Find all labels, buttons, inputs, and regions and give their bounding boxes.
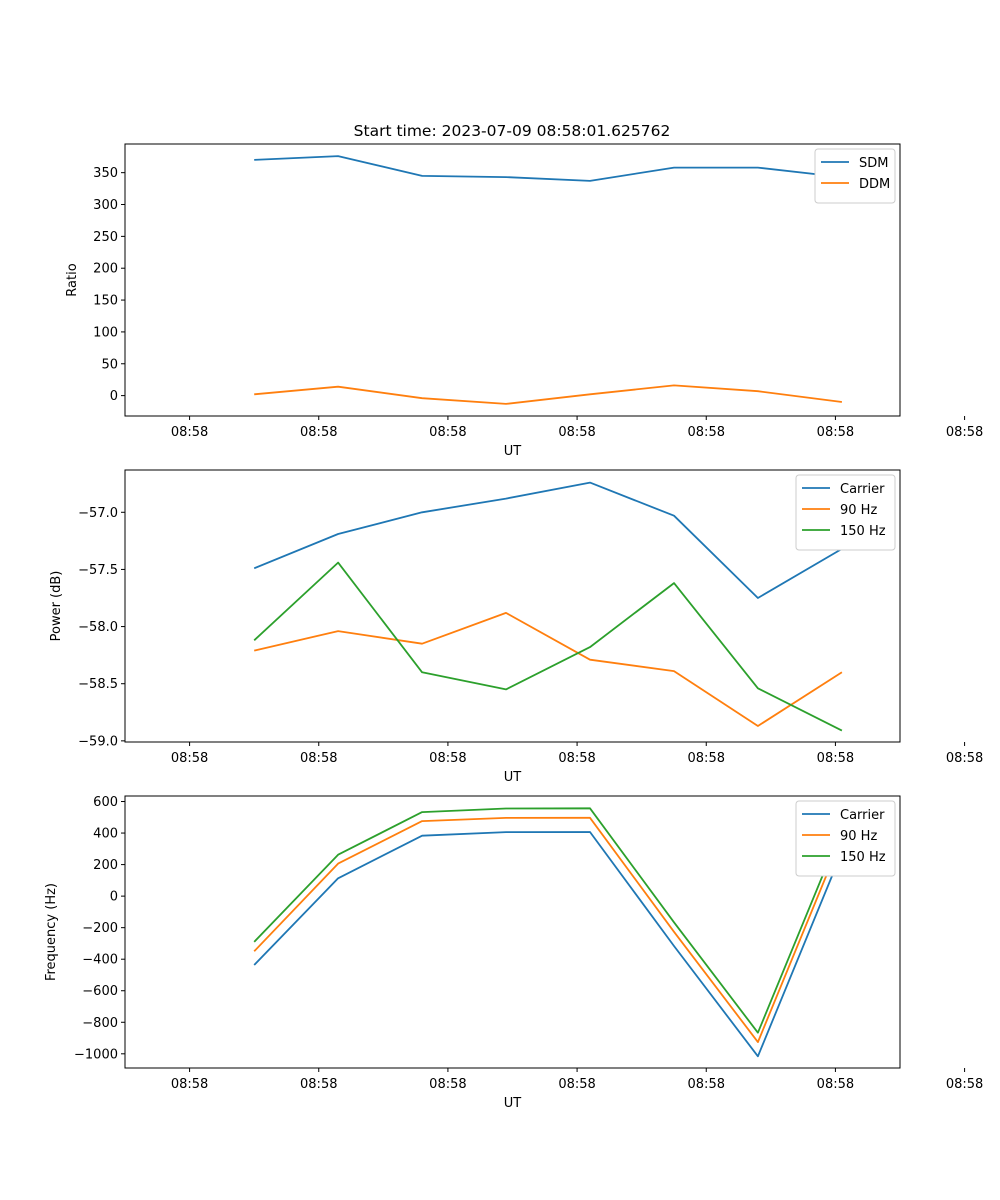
power-x-tick-label: 08:58 xyxy=(558,751,595,766)
ratio-y-tick-label: 300 xyxy=(93,198,118,213)
power-y-tick-label: −57.0 xyxy=(78,506,118,521)
power-y-tick-label: −59.0 xyxy=(78,734,118,749)
power-legend-label: 90 Hz xyxy=(840,503,877,518)
frequency-y-tick-label: 0 xyxy=(110,890,118,905)
power-x-tick-label: 08:58 xyxy=(688,751,725,766)
frequency-x-tick-label: 08:58 xyxy=(817,1077,854,1092)
ratio-x-tick-label: 08:58 xyxy=(558,425,595,440)
ratio-y-tick-label: 100 xyxy=(93,325,118,340)
frequency-x-tick-label: 08:58 xyxy=(558,1077,595,1092)
ratio-x-tick-label: 08:58 xyxy=(817,425,854,440)
ratio-series-ddm xyxy=(254,384,843,405)
frequency-x-axis-label: UT xyxy=(504,1096,522,1111)
power-x-tick-label: 08:58 xyxy=(171,751,208,766)
frequency-legend xyxy=(795,800,896,877)
ratio-x-axis-label: UT xyxy=(504,444,522,459)
frequency-y-tick-label: 400 xyxy=(93,827,118,842)
ratio-y-tick-label: 350 xyxy=(93,166,118,181)
ratio-legend-label: DDM xyxy=(859,177,890,192)
frequency-legend-label: 90 Hz xyxy=(840,829,877,844)
frequency-y-tick-label: −400 xyxy=(82,953,118,968)
chart-title: Start time: 2023-07-09 08:58:01.625762 xyxy=(354,122,671,140)
ratio-y-tick-label: 0 xyxy=(110,389,118,404)
frequency-series-90-hz xyxy=(253,816,843,1043)
ratio-x-tick-label: 08:58 xyxy=(300,425,337,440)
power-series-90-hz xyxy=(253,612,843,727)
ratio-series-sdm xyxy=(254,155,843,182)
power-y-tick-label: −58.0 xyxy=(78,620,118,635)
ratio-y-tick-label: 150 xyxy=(93,294,118,309)
frequency-series-150-hz xyxy=(253,807,843,1034)
frequency-y-tick-label: −800 xyxy=(82,1016,118,1031)
frequency-panel: 08:5808:5808:5808:5808:5808:5808:5808:59… xyxy=(44,795,983,1111)
power-legend-label: 150 Hz xyxy=(840,524,886,539)
frequency-x-tick-label: 08:58 xyxy=(171,1077,208,1092)
frequency-x-tick-label: 08:58 xyxy=(300,1077,337,1092)
ratio-axes-frame xyxy=(124,143,901,417)
frequency-y-tick-label: −200 xyxy=(82,921,118,936)
frequency-axes-frame xyxy=(124,795,901,1069)
ratio-x-tick-label: 08:58 xyxy=(688,425,725,440)
power-legend-label: Carrier xyxy=(840,482,885,497)
ratio-x-tick-label: 08:58 xyxy=(171,425,208,440)
power-y-tick-label: −58.5 xyxy=(78,677,118,692)
frequency-series-carrier xyxy=(253,831,843,1058)
frequency-x-tick-label: 08:58 xyxy=(688,1077,725,1092)
power-x-tick-label: 08:58 xyxy=(300,751,337,766)
frequency-y-tick-label: 200 xyxy=(93,858,118,873)
ratio-x-tick-label: 08:58 xyxy=(429,425,466,440)
frequency-y-tick-label: −1000 xyxy=(74,1047,118,1062)
ratio-y-tick-label: 250 xyxy=(93,230,118,245)
power-legend xyxy=(795,474,896,551)
power-x-tick-label: 08:58 xyxy=(946,751,983,766)
frequency-legend-label: 150 Hz xyxy=(840,850,886,865)
frequency-legend-label: Carrier xyxy=(840,808,885,823)
frequency-y-tick-label: 600 xyxy=(93,795,118,810)
power-x-tick-label: 08:58 xyxy=(429,751,466,766)
ratio-legend-label: SDM xyxy=(859,156,888,171)
power-series-carrier xyxy=(253,481,843,599)
ratio-x-tick-label: 08:58 xyxy=(946,425,983,440)
power-x-axis-label: UT xyxy=(504,770,522,785)
power-panel: 08:5808:5808:5808:5808:5808:5808:5808:59… xyxy=(49,469,983,785)
power-y-tick-label: −57.5 xyxy=(78,563,118,578)
power-x-tick-label: 08:58 xyxy=(817,751,854,766)
ratio-y-tick-label: 50 xyxy=(101,357,118,372)
frequency-x-tick-label: 08:58 xyxy=(429,1077,466,1092)
frequency-y-axis-label: Frequency (Hz) xyxy=(44,883,59,981)
ratio-y-tick-label: 200 xyxy=(93,262,118,277)
power-axes-frame xyxy=(124,469,901,743)
ratio-panel: 08:5808:5808:5808:5808:5808:5808:5808:59… xyxy=(65,143,983,459)
frequency-x-tick-label: 08:58 xyxy=(946,1077,983,1092)
power-y-axis-label: Power (dB) xyxy=(49,571,64,642)
frequency-y-tick-label: −600 xyxy=(82,984,118,999)
power-series-150-hz xyxy=(253,561,843,732)
ratio-y-axis-label: Ratio xyxy=(65,263,80,296)
